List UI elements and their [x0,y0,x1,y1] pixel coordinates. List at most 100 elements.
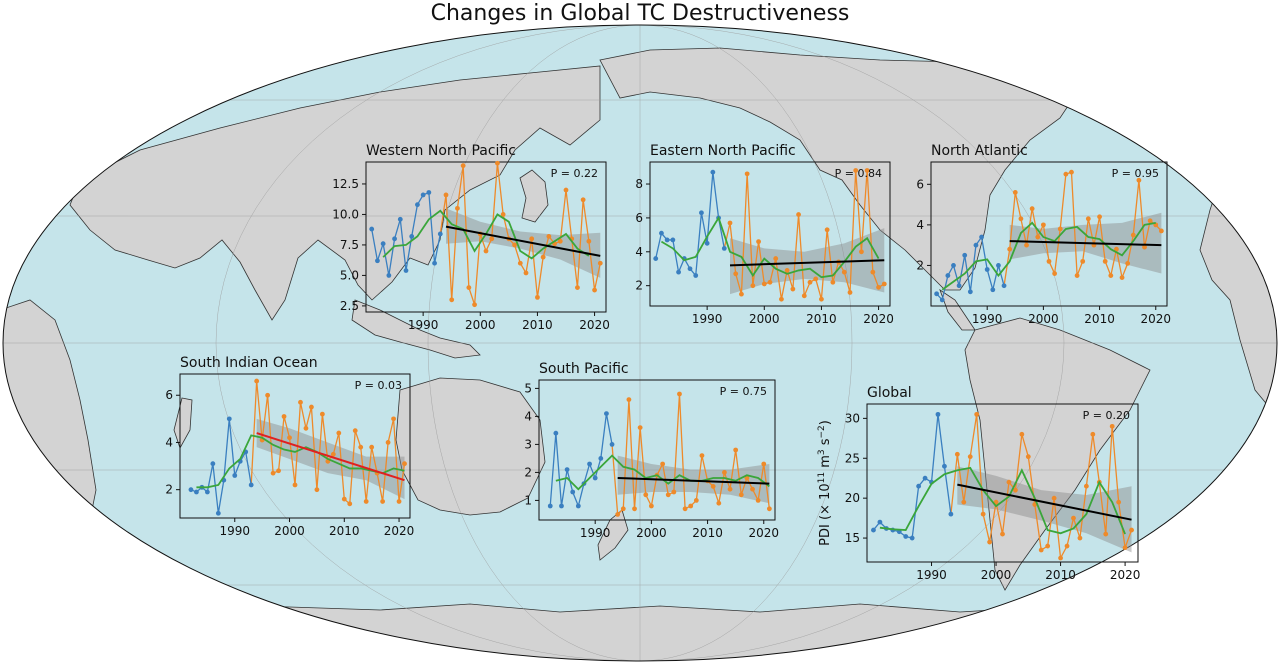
y-tick-label: 4 [635,245,643,259]
point-late [660,461,666,467]
point-early [956,283,962,289]
point-late [265,392,271,398]
point-late [455,205,460,211]
point-late [281,414,287,419]
point-late [1129,527,1134,533]
point-early [215,510,221,516]
x-tick-label: 2020 [384,524,415,538]
point-early [426,190,432,195]
p-value: P = 0.03 [355,379,402,392]
x-tick-label: 1990 [408,318,439,332]
point-late [1097,214,1102,220]
point-early [403,268,409,273]
point-late [1074,273,1080,278]
point-late [500,212,506,217]
point-late [1122,545,1128,551]
panel-title: Global [867,385,912,401]
confidence-band [256,418,405,500]
point-late [1029,206,1035,212]
panel-title: Western North Pacific [366,143,516,159]
point-early [409,233,415,239]
confidence-band [446,208,601,278]
point-late [738,492,744,498]
point-early [392,236,397,242]
point-early [967,289,973,295]
point-late [688,503,694,509]
point-late [784,268,790,273]
point-early [432,260,437,266]
point-late [466,285,472,291]
x-tick-label: 2000 [749,312,780,326]
point-late [472,302,477,308]
point-late [864,168,870,173]
y-tick-label: 12.5 [332,177,359,191]
land-eurasia-west [69,65,601,321]
point-early [232,473,238,478]
point-early [710,169,716,175]
p-value: P = 0.20 [1083,409,1130,422]
point-early [721,246,727,251]
point-early [871,527,876,533]
point-late [980,511,986,517]
point-late [1063,171,1069,177]
point-late [358,444,364,450]
point-late [967,454,973,460]
point-late [535,294,540,300]
trend-line [617,477,770,485]
plot-frame [538,379,776,521]
point-late [592,287,597,293]
point-late [830,279,836,285]
point-late [1077,535,1083,541]
point-early [962,252,968,258]
trend-line [957,483,1132,521]
point-early [687,266,693,272]
point-late [755,498,761,503]
point-late [319,411,325,417]
point-late [750,283,756,289]
point-late [1085,216,1091,222]
y-tick-label: 4 [916,218,924,232]
point-late [716,500,722,506]
chart-1: Eastern North Pacific P = 0.84 1990 2000 201… [635,143,893,326]
point-late [402,461,407,467]
x-tick-label: 2010 [1045,568,1076,582]
y-tick-label: 2 [635,279,643,293]
point-late [512,242,517,248]
point-early [598,456,604,461]
x-tick-label: 2020 [1140,312,1171,326]
y-tick-label: 20 [845,491,860,505]
point-late [523,270,529,276]
point-late [722,470,727,475]
point-late [495,160,500,166]
point-late [483,248,489,254]
y-tick-label: 3 [524,437,532,451]
point-early [386,273,392,278]
land-indonesia [351,299,481,359]
point-early [1001,283,1007,289]
chart-2: North Atlantic P = 0.95 1990 2000 2010 2020 2 4… [916,143,1171,326]
point-late [314,487,320,493]
point-late [385,440,391,445]
point-early [922,475,928,481]
point-late [517,260,523,266]
point-late [330,451,336,457]
x-tick-label: 1990 [972,312,1003,326]
point-early [570,489,576,495]
panel-south-indian-ocean: South Indian Ocean P = 0.03 1990 2000 2010 20… [165,355,414,538]
point-late [1064,543,1070,549]
point-early [948,511,954,517]
x-tick-label: 2000 [465,318,496,332]
land-japan [519,169,549,223]
point-early [609,442,615,447]
point-late [847,290,853,295]
point-late [626,397,632,402]
point-early [979,234,984,240]
y-tick-label: 2 [165,483,173,497]
y-tick-label: 4 [165,435,173,449]
point-early [670,237,676,243]
point-early [934,291,940,297]
point-late [710,484,716,489]
point-early [204,489,210,495]
p-value: P = 0.22 [551,167,598,180]
y-tick-label: 2 [916,258,924,272]
